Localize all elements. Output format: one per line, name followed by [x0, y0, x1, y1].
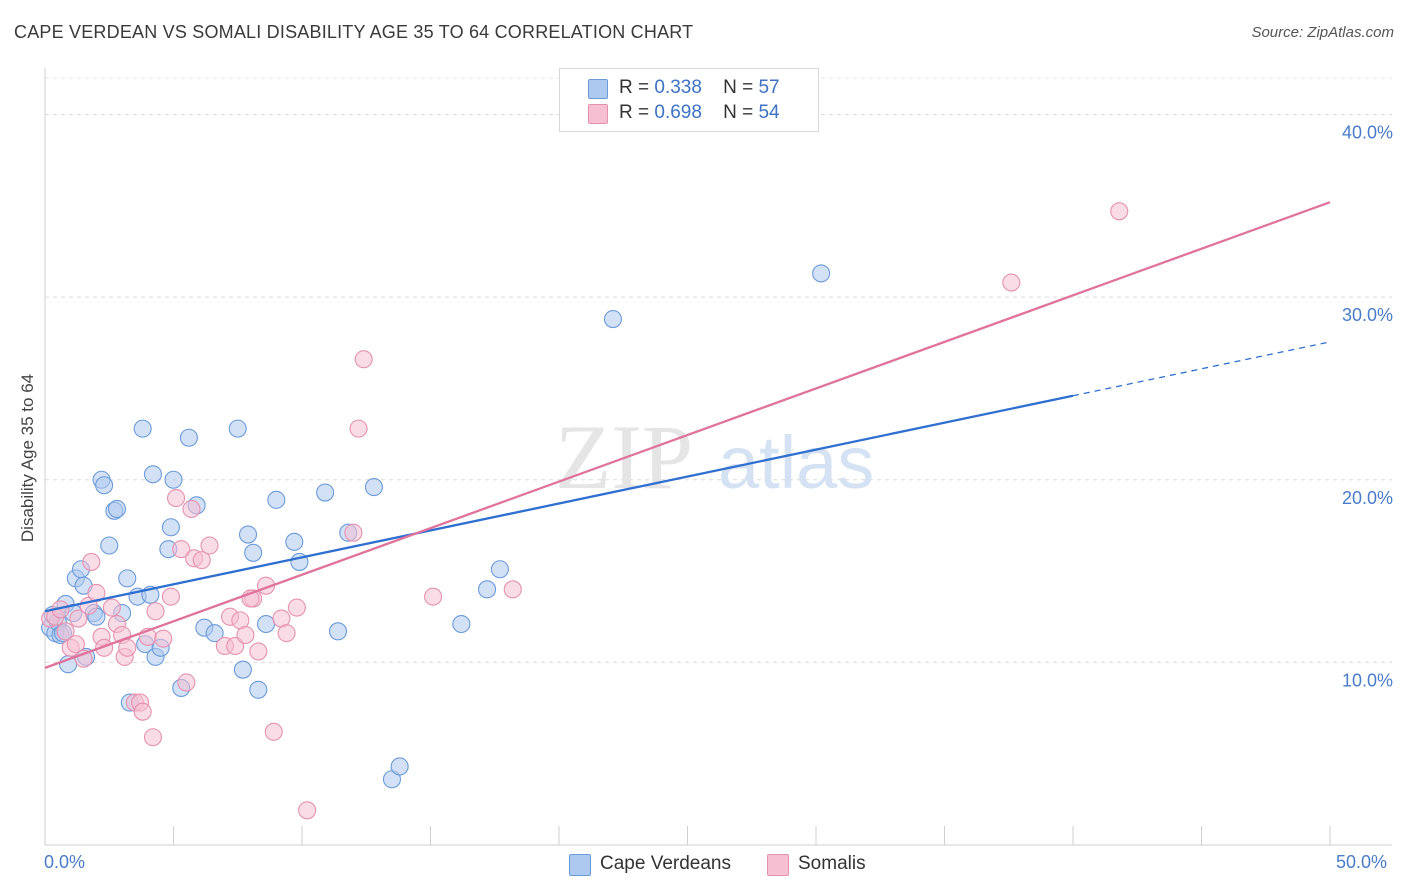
data-point — [354, 350, 373, 369]
data-point — [177, 673, 196, 692]
data-point — [249, 642, 268, 661]
data-point — [192, 551, 211, 570]
data-point — [179, 428, 198, 447]
data-point — [200, 536, 219, 555]
y-tick-labels: 10.0% 20.0% 30.0% 40.0% — [1342, 123, 1393, 691]
data-point — [424, 587, 443, 606]
data-point — [161, 587, 180, 606]
data-point — [812, 264, 831, 283]
gridlines — [45, 77, 1392, 663]
data-point — [256, 614, 276, 634]
n-value: 54 — [758, 102, 780, 123]
data-point — [1002, 273, 1021, 292]
data-point — [238, 525, 258, 544]
trend-line-extension-cape-verdeans — [1072, 341, 1331, 397]
data-point — [477, 580, 497, 599]
data-point — [107, 499, 127, 519]
data-point — [56, 622, 75, 641]
x-tick-label-min: 0.0% — [44, 852, 86, 872]
trend-line-somalis — [44, 201, 1331, 669]
n-label: N = — [723, 102, 754, 123]
data-point — [328, 622, 348, 641]
data-point — [167, 488, 186, 508]
y-tick-label: 40.0% — [1342, 123, 1393, 143]
trend-layer — [44, 201, 1331, 669]
stats-legend: R = 0.338 N = 57 R = 0.698 N = 54 — [559, 68, 819, 132]
data-point — [285, 532, 304, 551]
source-label: Source: ZipAtlas.com — [1251, 24, 1394, 41]
y-tick-label: 10.0% — [1342, 670, 1393, 690]
data-point — [143, 728, 162, 747]
stats-text: R = 0.338 N = 57 — [619, 77, 780, 99]
data-point — [236, 625, 255, 645]
data-point — [228, 419, 247, 438]
trend-line-cape-verdeans — [44, 394, 1074, 613]
data-point — [164, 470, 183, 489]
r-label: R = — [619, 102, 650, 123]
watermark-atlas: atlas — [718, 421, 874, 504]
stats-text: R = 0.698 N = 54 — [619, 102, 780, 124]
data-point — [146, 602, 165, 621]
data-point — [154, 629, 173, 648]
n-value: 57 — [758, 77, 780, 98]
data-point — [172, 540, 191, 559]
x-tick-label-max: 50.0% — [1336, 852, 1388, 872]
data-point — [287, 598, 306, 617]
n-label: N = — [723, 77, 754, 98]
data-point — [95, 476, 114, 495]
data-point — [267, 490, 286, 509]
data-point — [264, 722, 283, 741]
legend-swatch-somalis — [767, 854, 789, 876]
data-point — [244, 543, 263, 562]
data-point — [364, 478, 384, 497]
y-tick-label: 30.0% — [1342, 305, 1393, 325]
data-point — [349, 419, 368, 438]
data-point — [344, 523, 363, 542]
data-point — [205, 624, 224, 643]
series-somalis — [41, 202, 1129, 820]
data-point — [316, 483, 335, 502]
data-point — [490, 560, 509, 579]
data-point — [133, 419, 152, 438]
data-point — [277, 624, 296, 643]
axes — [44, 68, 1392, 846]
data-point — [133, 702, 152, 721]
data-point — [66, 635, 85, 654]
data-point — [1110, 202, 1129, 221]
chart-title: CAPE VERDEAN VS SOMALI DISABILITY AGE 35… — [14, 22, 694, 42]
data-point — [503, 580, 522, 599]
data-point — [95, 638, 114, 657]
data-point — [390, 757, 409, 776]
data-point — [118, 569, 137, 588]
data-point — [82, 552, 101, 571]
somalis-swatch — [588, 104, 608, 124]
data-point — [452, 614, 471, 634]
r-value: 0.698 — [654, 102, 702, 123]
data-point — [102, 598, 121, 617]
data-point — [161, 518, 180, 537]
data-point — [603, 310, 623, 329]
r-value: 0.338 — [654, 77, 702, 98]
r-label: R = — [619, 77, 650, 98]
series-layer — [41, 202, 1129, 820]
legend-swatch-cape-verdeans — [569, 854, 591, 876]
legend-label: Cape Verdeans — [600, 853, 731, 874]
data-point — [249, 680, 268, 699]
legend-label: Somalis — [798, 853, 866, 874]
data-point — [143, 465, 162, 484]
data-point — [69, 609, 88, 628]
cape-verdeans-swatch — [588, 79, 608, 99]
y-tick-label: 20.0% — [1342, 488, 1393, 508]
data-point — [100, 536, 119, 555]
data-point — [118, 638, 137, 657]
data-point — [298, 801, 317, 820]
data-point — [182, 499, 201, 519]
data-point — [233, 660, 252, 679]
